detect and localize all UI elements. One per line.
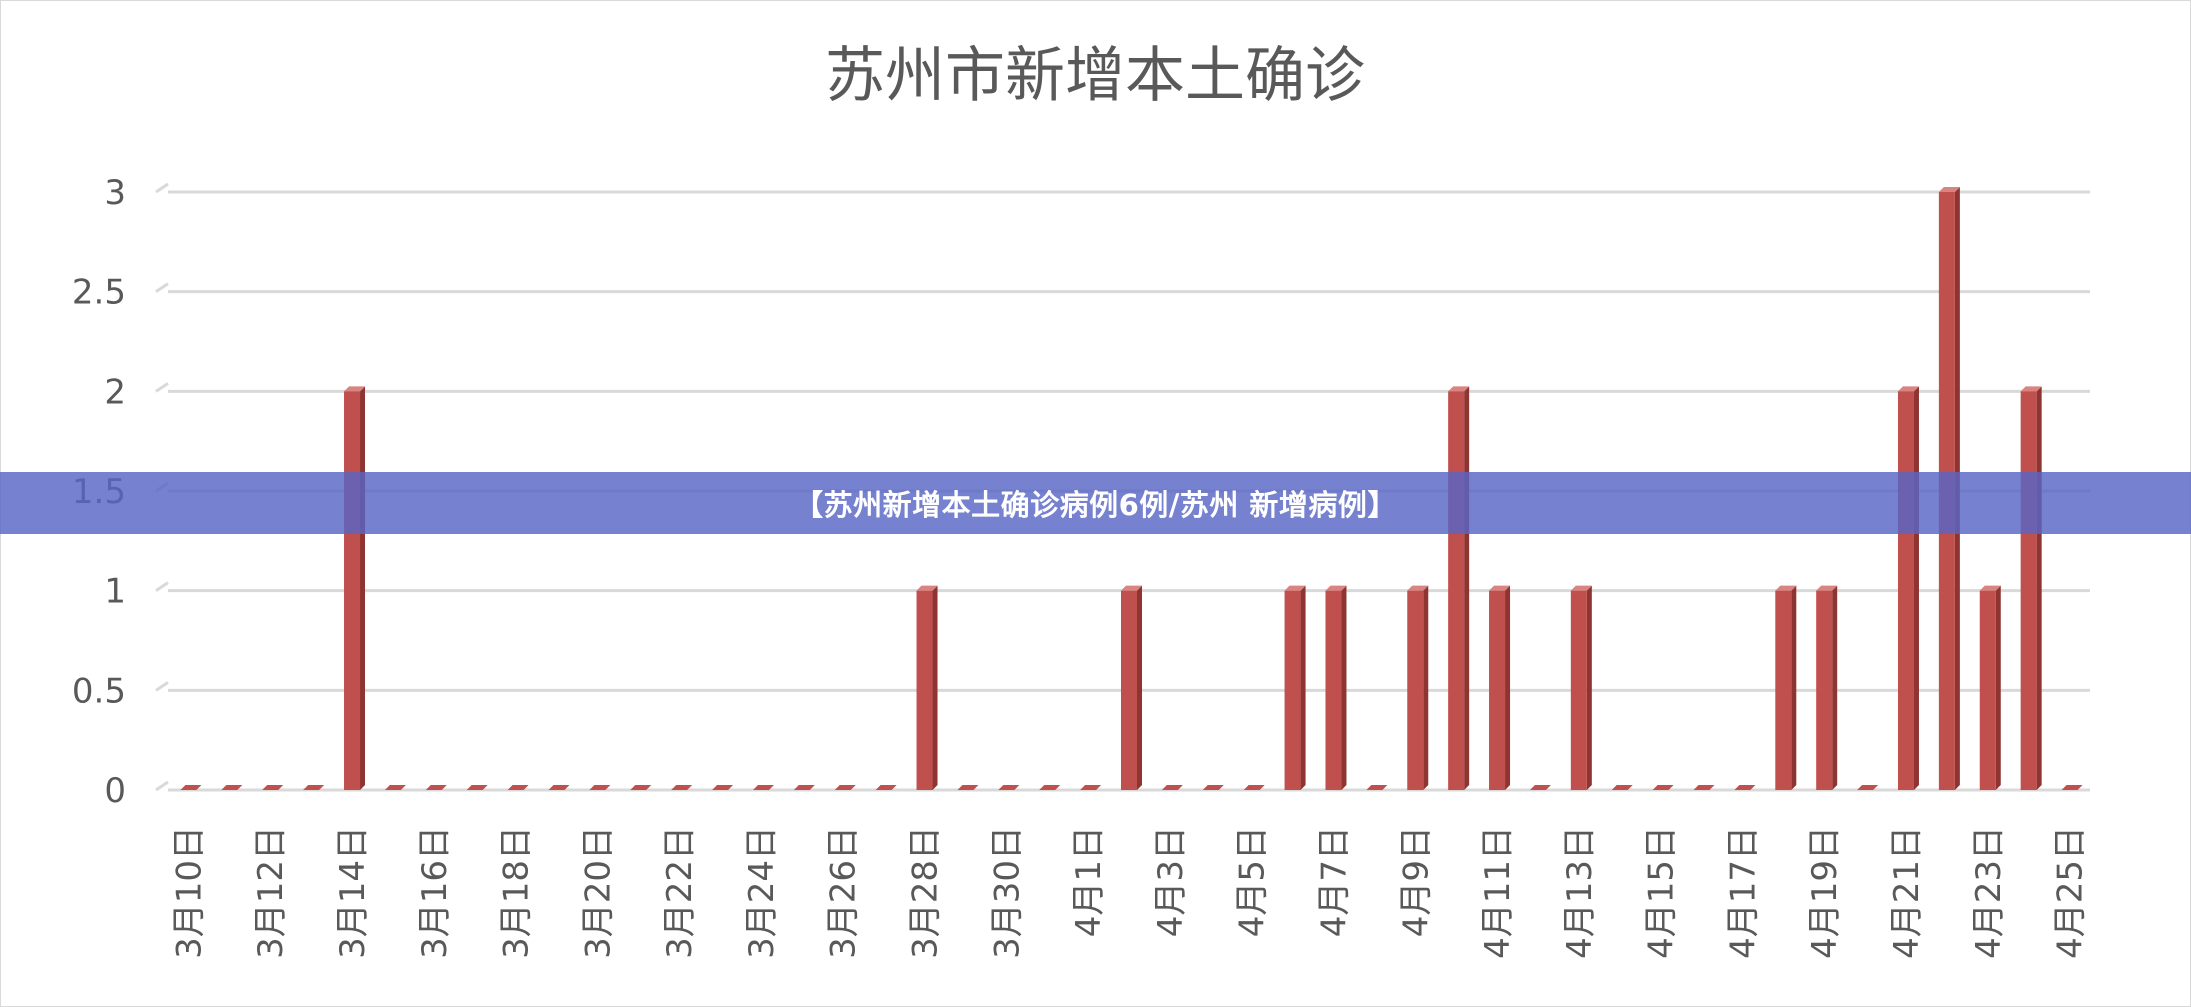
x-tick-label: 4月11日 (1478, 826, 1518, 959)
x-tick-label: 4月3日 (1151, 826, 1191, 937)
chart-title: 苏州市新增本土确诊 (825, 41, 1365, 111)
overlay-banner: 【苏州新增本土确诊病例6例/苏州 新增病例】 (0, 472, 2191, 534)
bar-4月4日 (1202, 785, 1224, 790)
y-tick-label: 2.5 (72, 273, 126, 313)
x-tick-label: 3月14日 (333, 826, 373, 959)
bar-4月21日 (1897, 386, 1919, 790)
banner-text: 【苏州新增本土确诊病例6例/苏州 新增病例】 (794, 488, 1397, 522)
bar-4月6日 (1284, 585, 1306, 790)
bar-3月10日 (180, 785, 202, 790)
x-tick-label: 4月19日 (1805, 826, 1845, 959)
bar-4月15日 (1652, 785, 1674, 790)
x-tick-label: 4月21日 (1887, 826, 1927, 959)
x-tick-label: 3月26日 (824, 826, 864, 959)
bar-3月13日 (303, 785, 325, 790)
bar-3月18日 (507, 785, 529, 790)
bar-4月18日 (1775, 585, 1797, 790)
bar-3月16日 (425, 785, 447, 790)
x-tick-label: 3月24日 (742, 826, 782, 959)
bar-4月24日 (2020, 386, 2042, 790)
bar-3月22日 (671, 785, 693, 790)
bar-4月13日 (1570, 585, 1592, 790)
bar-3月19日 (548, 785, 570, 790)
bar-3月25日 (793, 785, 815, 790)
bar-4月25日 (2061, 785, 2083, 790)
bar-3月26日 (834, 785, 856, 790)
bar-4月9日 (1407, 585, 1429, 790)
bar-3月31日 (1039, 785, 1061, 790)
y-tick-mark-4 (155, 382, 169, 393)
y-tick-label: 0 (104, 771, 126, 811)
bar-3月30日 (998, 785, 1020, 790)
bar-3月21日 (630, 785, 652, 790)
bar-4月2日 (1121, 585, 1142, 790)
bar-4月1日 (1080, 785, 1102, 790)
x-tick-label: 4月9日 (1396, 826, 1436, 937)
x-tick-label: 4月23日 (1969, 826, 2009, 959)
bar-3月28日 (916, 585, 938, 790)
y-tick-label: 0.5 (72, 671, 126, 711)
bar-4月7日 (1325, 585, 1347, 790)
bar-3月17日 (466, 785, 488, 790)
x-tick-label: 4月15日 (1642, 826, 1682, 959)
y-tick-mark-2 (155, 581, 169, 592)
x-tick-label: 3月30日 (987, 826, 1027, 959)
x-tick-label: 4月1日 (1069, 826, 1109, 937)
bar-4月23日 (1979, 585, 2001, 790)
x-axis-ticks: 3月10日 3月12日 3月14日 3月16日 3月18日 3月20日 3月22日 3月24日… (169, 826, 2090, 959)
x-tick-label: 3月20日 (578, 826, 618, 959)
x-tick-label: 3月22日 (660, 826, 700, 959)
bar-4月5日 (1243, 785, 1265, 790)
bar-4月14日 (1611, 785, 1633, 790)
y-tick-mark-6 (155, 182, 169, 194)
x-tick-label: 4月7日 (1314, 826, 1354, 937)
y-tick-label: 3 (104, 173, 126, 213)
y-tick-mark-0 (155, 780, 169, 792)
bar-4月3日 (1161, 785, 1183, 790)
bar-3月20日 (589, 785, 611, 790)
bar-3月15日 (384, 785, 406, 790)
bar-3月27日 (875, 785, 897, 790)
bar-3月24日 (752, 785, 774, 790)
bar-4月20日 (1857, 785, 1879, 790)
x-tick-label: 3月28日 (906, 826, 946, 959)
bar-4月17日 (1734, 785, 1756, 790)
bar-3月11日 (221, 785, 243, 790)
x-tick-label: 4月25日 (2051, 826, 2091, 959)
bar-3月14日 (344, 386, 366, 790)
x-tick-label: 4月13日 (1560, 826, 1600, 959)
bar-3月12日 (262, 785, 284, 790)
bar-4月19日 (1816, 585, 1838, 790)
y-tick-label: 1 (104, 572, 126, 612)
y-tick-mark-5 (155, 282, 169, 293)
bar-4月16日 (1693, 785, 1715, 790)
x-tick-label: 3月12日 (251, 826, 291, 959)
x-tick-label: 4月17日 (1723, 826, 1763, 959)
y-tick-label: 2 (104, 372, 126, 412)
bar-4月11日 (1489, 585, 1511, 790)
x-tick-label: 3月10日 (169, 826, 209, 959)
bar-4月10日 (1448, 386, 1470, 790)
bar-3月29日 (957, 785, 979, 790)
bar-4月8日 (1366, 785, 1388, 790)
bar-3月23日 (712, 785, 734, 790)
x-tick-label: 3月16日 (415, 826, 455, 959)
bar-4月12日 (1529, 785, 1551, 790)
x-tick-label: 4月5日 (1233, 826, 1273, 937)
x-tick-label: 3月18日 (497, 826, 537, 959)
y-tick-mark-1 (155, 681, 169, 692)
